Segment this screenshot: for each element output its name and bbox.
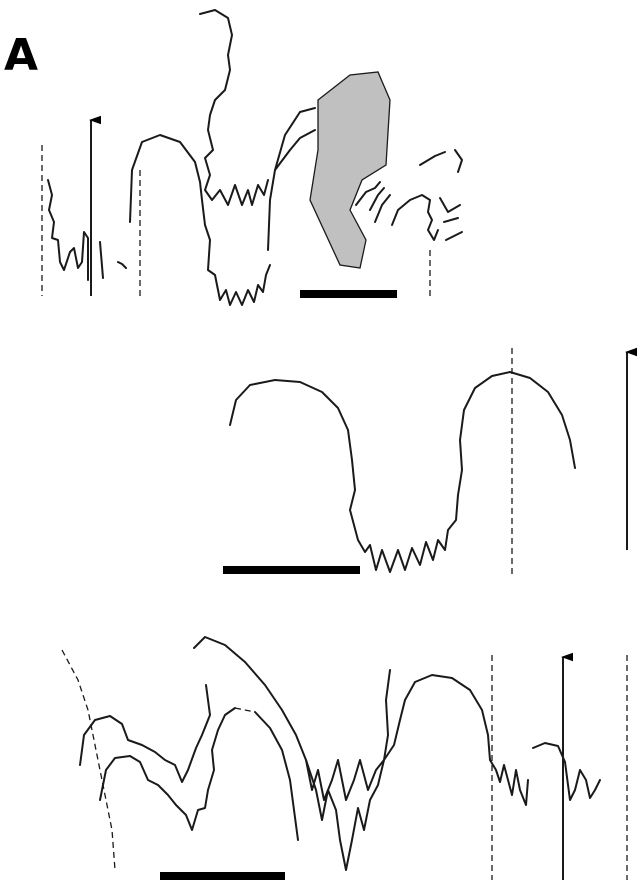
suture-line xyxy=(230,372,575,572)
scale-bar xyxy=(223,566,360,574)
panel-top xyxy=(42,10,462,305)
scale-bar xyxy=(300,290,397,298)
suture-line xyxy=(306,675,528,805)
suture-line xyxy=(356,182,390,222)
suture-line xyxy=(268,108,315,250)
scale-bar xyxy=(160,872,285,880)
suture-line xyxy=(100,242,126,278)
suture-line xyxy=(200,10,268,205)
dashed-curve xyxy=(62,650,115,870)
shaded-region xyxy=(310,72,390,268)
panel-label: A xyxy=(4,30,38,81)
dashed-curve xyxy=(235,708,255,712)
figure: A xyxy=(0,0,637,884)
suture-line xyxy=(130,135,270,305)
suture-line xyxy=(533,743,600,800)
panel-middle xyxy=(223,348,627,575)
suture-line xyxy=(392,150,462,240)
suture-line xyxy=(194,637,390,870)
panel-bottom xyxy=(62,637,627,880)
suture-line xyxy=(48,180,88,280)
suture-line xyxy=(100,708,235,830)
